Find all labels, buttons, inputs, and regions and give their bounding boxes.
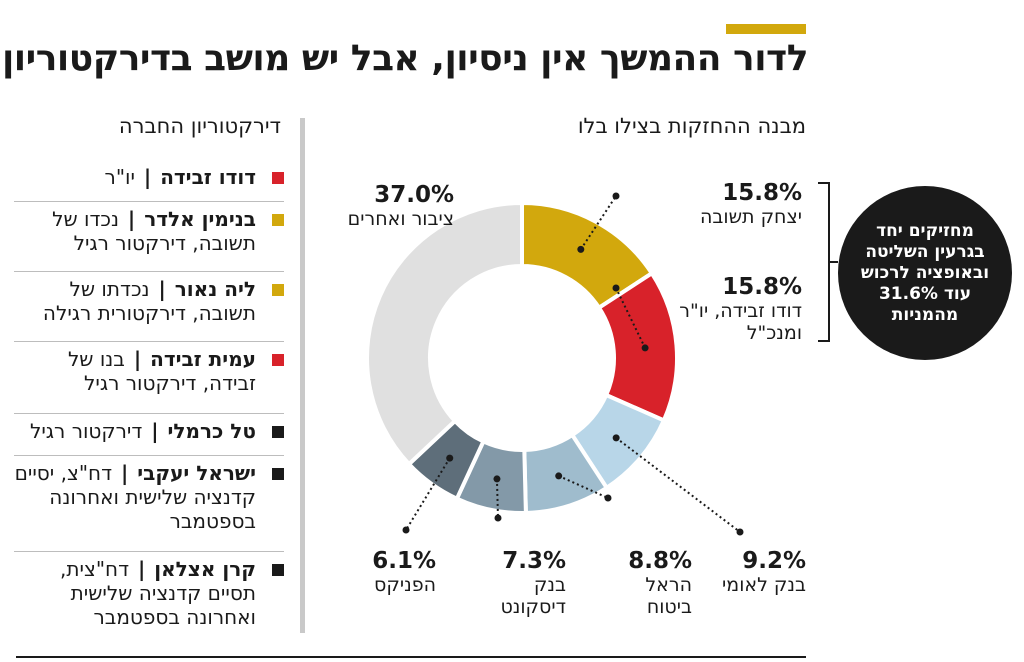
leader-line <box>615 287 646 349</box>
member-role: דח"צית, תסיים קדנציה שלישית ואחרונה בספט… <box>59 557 256 629</box>
column-divider <box>300 118 305 633</box>
slice-percent: 15.8% <box>722 180 802 206</box>
member-color-square <box>272 214 284 226</box>
member-color-square <box>272 564 284 576</box>
leader-dot <box>446 454 454 462</box>
control-callout: מחזיקים יחד בגרעין השליטה ובאופציה לרכוש… <box>838 186 1012 360</box>
donut-chart <box>365 192 744 536</box>
member-role: דח"צ, יסיים קדנציה שלישית ואחרונה בספטמב… <box>14 461 256 533</box>
leader-dot <box>612 284 620 292</box>
group-bracket <box>818 182 830 342</box>
board-member: טל כרמלי | דירקטור רגיל <box>14 414 284 456</box>
page-title: לדור ההמשך אין ניסיון, אבל יש מושב בדירק… <box>1 38 809 79</box>
member-name: קרן אצלאן <box>154 557 256 581</box>
board-heading: דירקטוריון החברה <box>118 114 281 138</box>
label-harel: 8.8% הראל ביטוח <box>600 548 692 618</box>
label-leumi: 9.2% בנק לאומי <box>716 548 806 596</box>
leader-line <box>615 437 741 533</box>
slice-name: הראל ביטוח <box>645 574 692 618</box>
slice-public <box>365 200 524 467</box>
member-color-square <box>272 354 284 366</box>
member-name: טל כרמלי <box>167 419 256 443</box>
leader-dot <box>641 344 649 352</box>
label-phoenix: 6.1% הפניקס <box>352 548 436 596</box>
board-member: קרן אצלאן | דח"צית, תסיים קדנציה שלישית … <box>14 552 284 648</box>
board-member: דודו זבידה | יו"ר <box>14 160 284 202</box>
leader-dot <box>493 475 501 483</box>
label-discount: 7.3% בנק דיסקונט <box>474 548 566 618</box>
member-role: נכדתו של תשובה, דירקטורית רגילה <box>42 277 256 325</box>
leader-dot <box>612 434 620 442</box>
leader-dot <box>494 514 502 522</box>
slice-percent: 7.3% <box>502 548 566 574</box>
board-list: דודו זבידה | יו"ר בנימין אלדר | נכדו של … <box>14 160 284 648</box>
member-color-square <box>272 426 284 438</box>
slice-name: בנק לאומי <box>722 574 806 596</box>
bottom-rule <box>16 656 806 658</box>
slice-name: בנק דיסקונט <box>500 574 566 618</box>
label-public: 37.0% ציבור ואחרים <box>344 182 454 230</box>
leader-line <box>495 478 499 519</box>
callout-text: מחזיקים יחד בגרעין השליטה ובאופציה לרכוש… <box>860 220 990 325</box>
board-member: בנימין אלדר | נכדו של תשובה, דירקטור רגי… <box>14 202 284 272</box>
label-teshuva: 15.8% יצחק תשובה <box>672 180 802 228</box>
slice-name: יצחק תשובה <box>700 206 802 228</box>
member-name: עמית זבידה <box>150 347 256 371</box>
member-color-square <box>272 284 284 296</box>
leader-line <box>558 475 609 499</box>
leader-line <box>579 195 617 250</box>
accent-bar <box>726 24 806 34</box>
leader-line <box>405 457 451 531</box>
label-zbeida: 15.8% דודו זבידה, יו"ר ומנכ"ל <box>672 274 802 344</box>
leader-dot <box>604 494 612 502</box>
slice-percent: 9.2% <box>742 548 806 574</box>
slice-percent: 6.1% <box>372 548 436 574</box>
donut-slices <box>365 200 679 516</box>
member-name: דודו זבידה <box>160 165 256 189</box>
chart-heading: מבנה ההחזקות בצילו בלו <box>577 114 806 138</box>
member-name: ישראל יעקבי <box>137 461 256 485</box>
board-member: עמית זבידה | בנו של זבידה, דירקטור רגיל <box>14 342 284 414</box>
member-role: יו"ר <box>104 165 135 189</box>
member-color-square <box>272 468 284 480</box>
leader-lines <box>402 192 744 536</box>
board-member: ליה נאור | נכדתו של תשובה, דירקטורית רגי… <box>14 272 284 342</box>
leader-dot <box>402 526 410 534</box>
slice-percent: 8.8% <box>628 548 692 574</box>
member-role: דירקטור רגיל <box>29 419 143 443</box>
slice-name: דודו זבידה, יו"ר ומנכ"ל <box>679 300 802 344</box>
slice-name: ציבור ואחרים <box>347 208 454 230</box>
bracket-tick <box>830 261 838 263</box>
board-member: ישראל יעקבי | דח"צ, יסיים קדנציה שלישית … <box>14 456 284 552</box>
member-name: ליה נאור <box>174 277 256 301</box>
leader-dot <box>612 192 620 200</box>
member-role: בנו של זבידה, דירקטור רגיל <box>67 347 256 395</box>
leader-dot <box>736 528 744 536</box>
member-color-square <box>272 172 284 184</box>
member-name: בנימין אלדר <box>144 207 256 231</box>
slice-percent: 37.0% <box>374 182 454 208</box>
leader-dot <box>577 245 585 253</box>
leader-dot <box>555 472 563 480</box>
slice-name: הפניקס <box>374 574 436 596</box>
member-role: נכדו של תשובה, דירקטור רגיל <box>52 207 256 255</box>
slice-percent: 15.8% <box>722 274 802 300</box>
